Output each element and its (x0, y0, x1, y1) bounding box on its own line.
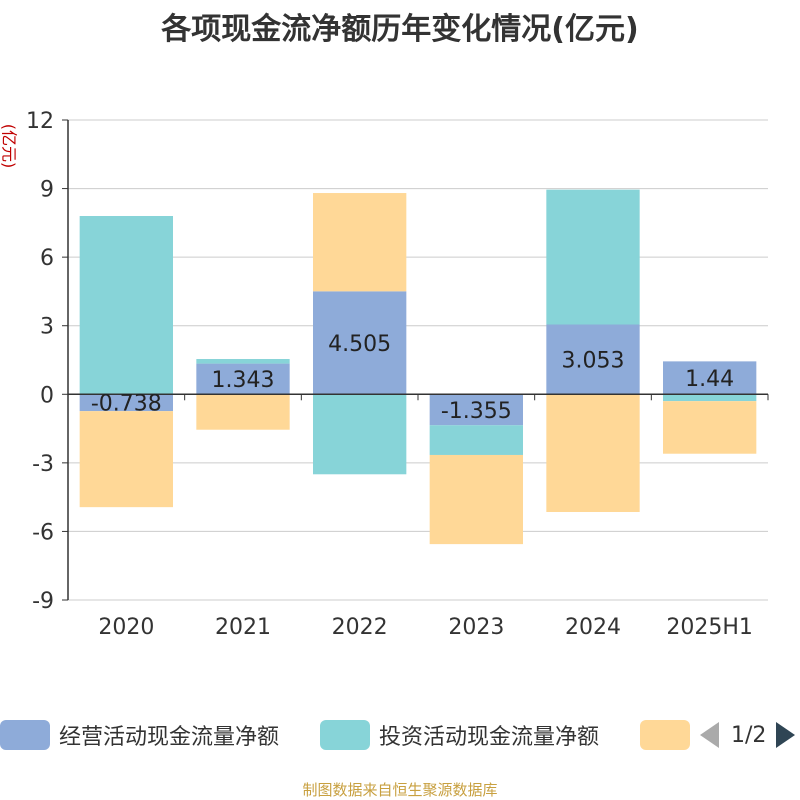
y-tick-label: -9 (32, 589, 54, 614)
data-label-2024: 3.053 (562, 348, 625, 373)
pager-page-indicator: 1/2 (731, 722, 767, 748)
bar-series1-2020 (79, 216, 173, 395)
data-label-2025H1: 1.44 (685, 367, 734, 392)
bar-series1-2025H1 (663, 394, 757, 402)
data-label-2020: -0.738 (91, 392, 162, 417)
data-label-2022: 4.505 (328, 332, 391, 357)
bar-series2-2024 (546, 394, 640, 512)
pager-next-icon[interactable] (776, 722, 796, 748)
x-tick-label-2024: 2024 (565, 615, 621, 640)
bar-series0-2024 (546, 324, 640, 395)
legend-pager: 1/2 (700, 718, 796, 752)
y-tick-label: 12 (26, 109, 54, 134)
x-tick-label-2023: 2023 (448, 615, 504, 640)
legend: 经营活动现金流量净额 投资活动现金流量净额 1/2 (0, 718, 800, 752)
pager-prev-icon[interactable] (700, 722, 719, 748)
legend-swatch-investing (320, 720, 370, 750)
legend-swatch-financing (640, 720, 690, 750)
bar-series2-2022 (313, 193, 407, 292)
y-tick-label: -3 (32, 452, 54, 477)
bar-series0-2025H1 (663, 361, 757, 395)
legend-item-financing[interactable] (640, 718, 699, 752)
x-tick-label-2020: 2020 (98, 615, 154, 640)
bar-series2-2020 (79, 411, 173, 508)
bar-series2-2021 (196, 394, 290, 430)
y-tick-label: 9 (40, 178, 54, 203)
bar-series0-2023 (429, 394, 523, 426)
bar-series1-2023 (429, 425, 523, 455)
x-tick-label-2022: 2022 (332, 615, 388, 640)
chart-title: 各项现金流净额历年变化情况(亿元) (161, 12, 639, 47)
bar-series1-2024 (546, 189, 640, 325)
bar-series0-2021 (196, 363, 290, 395)
bar-series0-2022 (313, 291, 407, 395)
data-label-2023: -1.355 (441, 399, 512, 424)
x-tick-label-2021: 2021 (215, 615, 271, 640)
bar-series1-2022 (313, 394, 407, 475)
bar-series2-2025H1 (663, 401, 757, 454)
legend-label-investing: 投资活动现金流量净额 (379, 725, 600, 750)
bar-series0-2020 (79, 394, 173, 412)
x-tick-label-2025H1: 2025H1 (666, 615, 753, 640)
y-tick-label: 6 (40, 246, 54, 271)
legend-item-investing[interactable]: 投资活动现金流量净额 (320, 718, 599, 752)
legend-label-operating: 经营活动现金流量净额 (59, 725, 280, 750)
data-label-2021: 1.343 (212, 368, 275, 393)
source-note: 制图数据来自恒生聚源数据库 (302, 781, 498, 799)
y-tick-label: 3 (40, 315, 54, 340)
bar-series1-2021 (196, 359, 290, 364)
legend-swatch-operating (0, 720, 50, 750)
legend-item-operating[interactable]: 经营活动现金流量净额 (0, 718, 279, 752)
y-tick-label: -6 (32, 520, 54, 545)
plot-area: -9 -6 -3 0 3 6 9 12 2020 2021 2022 2023 2024 2025H1 -0… (26, 109, 769, 640)
y-tick-label: 0 (40, 383, 54, 408)
bar-series2-2023 (429, 454, 523, 545)
